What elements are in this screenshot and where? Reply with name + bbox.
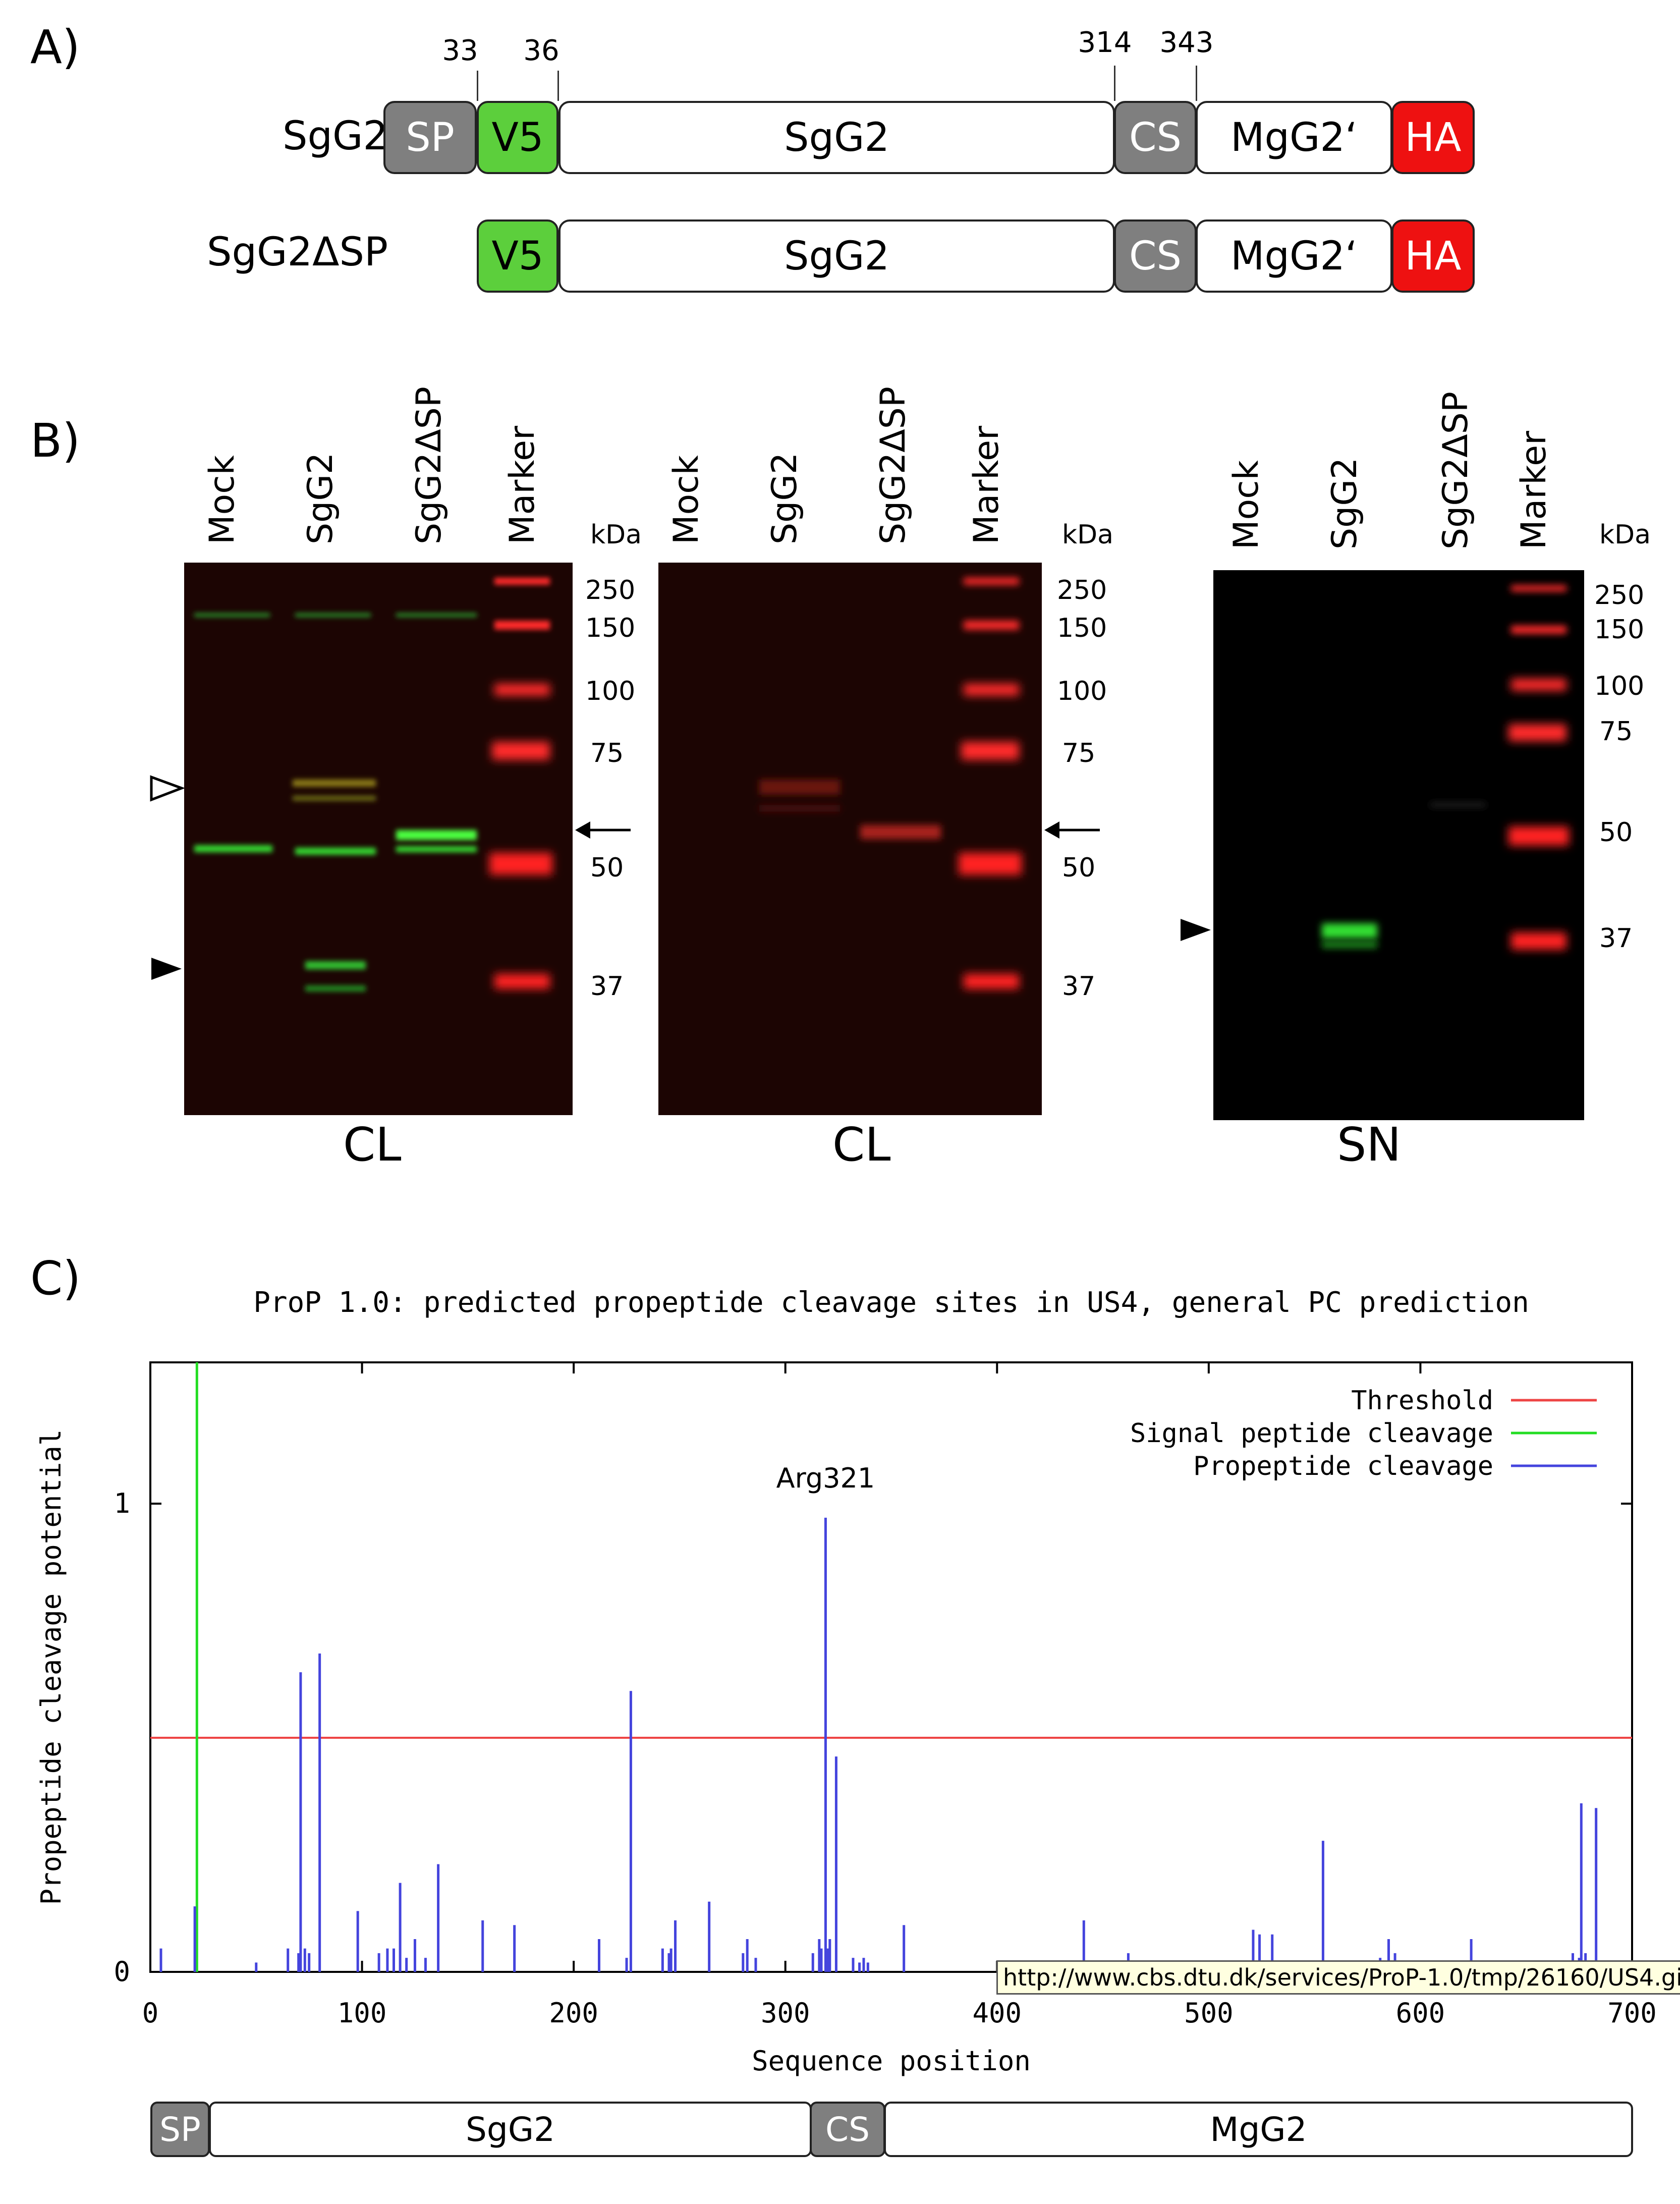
kda-50-2: 50 xyxy=(1062,853,1096,883)
position-label-33: 33 xyxy=(442,34,478,67)
kda-37-1: 37 xyxy=(590,971,624,1002)
chart-title: ProP 1.0: predicted propeptide cleavage … xyxy=(253,1286,1529,1319)
kda-150-1: 150 xyxy=(585,613,636,643)
x-tick-label-600: 600 xyxy=(1396,1997,1445,2029)
x-tick-label-300: 300 xyxy=(761,1997,810,2029)
x-tick-label-400: 400 xyxy=(973,1997,1022,2029)
western-blot-2 xyxy=(658,563,1042,1115)
kda-250-2: 250 xyxy=(1057,575,1107,605)
segment-sgg2-row2: SgG2 xyxy=(558,219,1115,293)
kda-250-1: 250 xyxy=(585,575,636,605)
lane-label-marker-1: Marker xyxy=(502,425,542,544)
source-url-tooltip[interactable]: http://www.cbs.dtu.dk/services/ProP-1.0/… xyxy=(996,1960,1680,1995)
filled-arrowhead-marker-3 xyxy=(1181,919,1211,941)
open-arrowhead-marker xyxy=(150,775,184,802)
segment-sp: SP xyxy=(383,101,477,174)
plot-frame xyxy=(149,1361,1633,1973)
panel-c-label: C) xyxy=(30,1251,81,1305)
construct-name-sgg2-dsp: SgG2ΔSP xyxy=(207,230,388,275)
y-tick-label-0: 0 xyxy=(114,1956,130,1988)
segment-sgg2: SgG2 xyxy=(558,101,1115,174)
segment-cs: CS xyxy=(1114,101,1197,174)
segment-ha: HA xyxy=(1391,101,1475,174)
kda-75-3: 75 xyxy=(1599,717,1633,747)
y-tick-label-1: 1 xyxy=(114,1487,130,1519)
x-tick-label-700: 700 xyxy=(1607,1997,1657,2029)
kda-37-3: 37 xyxy=(1599,923,1633,954)
segment-v5: V5 xyxy=(477,101,558,174)
kda-75-2: 75 xyxy=(1062,738,1096,768)
lane-label-sgg2dsp-2: SgG2ΔSP xyxy=(873,387,913,544)
kda-unit-3: kDa xyxy=(1599,520,1651,550)
x-axis-label: Sequence position xyxy=(752,2045,1031,2077)
x-tick-label-100: 100 xyxy=(338,1997,387,2029)
kda-250-3: 250 xyxy=(1594,580,1645,611)
legend-label-1: Signal peptide cleavage xyxy=(1130,1418,1493,1449)
filled-arrowhead-marker-1 xyxy=(151,958,182,980)
segment-mgg2: MgG2‘ xyxy=(1196,101,1392,174)
lane-label-marker-3: Marker xyxy=(1514,430,1554,549)
lane-label-marker-2: Marker xyxy=(967,425,1006,544)
kda-150-3: 150 xyxy=(1594,615,1645,645)
bottom-segment-mgg2: MgG2 xyxy=(884,2102,1633,2157)
x-tick-label-0: 0 xyxy=(142,1997,159,2029)
kda-37-2: 37 xyxy=(1062,971,1096,1002)
kda-unit-1: kDa xyxy=(590,520,642,550)
lane-label-mock-2: Mock xyxy=(666,455,706,544)
panel-a-label: A) xyxy=(30,20,80,74)
lane-label-sgg2-1: SgG2 xyxy=(301,452,341,544)
legend-label-0: Threshold xyxy=(1351,1386,1493,1416)
arrow-marker-1 xyxy=(575,821,631,839)
kda-50-1: 50 xyxy=(590,853,624,883)
panel-b-label: B) xyxy=(30,414,81,468)
lane-label-sgg2-3: SgG2 xyxy=(1325,457,1365,549)
segment-mgg2-row2: MgG2‘ xyxy=(1196,219,1392,293)
kda-150-2: 150 xyxy=(1057,613,1107,643)
segment-cs-row2: CS xyxy=(1114,219,1197,293)
lane-label-sgg2dsp-1: SgG2ΔSP xyxy=(409,387,449,544)
position-label-343: 343 xyxy=(1159,26,1214,59)
position-tick-36 xyxy=(557,71,559,101)
blot-caption-3: SN xyxy=(1337,1118,1402,1172)
western-blot-1 xyxy=(184,563,573,1115)
kda-50-3: 50 xyxy=(1599,817,1633,848)
blot-caption-1: CL xyxy=(343,1118,402,1172)
lane-label-mock-3: Mock xyxy=(1226,460,1266,549)
bottom-segment-cs: CS xyxy=(810,2102,885,2157)
lane-label-sgg2-2: SgG2 xyxy=(765,452,805,544)
kda-75-1: 75 xyxy=(590,738,624,768)
lane-label-sgg2dsp-3: SgG2ΔSP xyxy=(1436,392,1476,549)
western-blot-3 xyxy=(1213,570,1584,1120)
kda-100-3: 100 xyxy=(1594,671,1645,701)
legend-label-2: Propeptide cleavage xyxy=(1193,1451,1493,1481)
bottom-segment-sp: SP xyxy=(150,2102,210,2157)
blot-caption-2: CL xyxy=(832,1118,891,1172)
arrow-marker-2 xyxy=(1044,821,1100,839)
kda-unit-2: kDa xyxy=(1062,520,1114,550)
position-tick-343 xyxy=(1196,66,1197,101)
position-label-314: 314 xyxy=(1078,26,1132,59)
position-label-36: 36 xyxy=(523,34,559,67)
position-tick-314 xyxy=(1114,66,1115,101)
prop-chart: ProP 1.0: predicted propeptide cleavage … xyxy=(35,1286,1657,2077)
bottom-segment-sgg2: SgG2 xyxy=(209,2102,812,2157)
annotation-arg321: Arg321 xyxy=(776,1462,875,1494)
position-tick-33 xyxy=(477,71,478,101)
lane-label-mock-1: Mock xyxy=(202,455,242,544)
kda-100-2: 100 xyxy=(1057,676,1107,706)
kda-100-1: 100 xyxy=(585,676,636,706)
x-tick-label-500: 500 xyxy=(1184,1997,1234,2029)
x-tick-label-200: 200 xyxy=(549,1997,598,2029)
construct-name-sgg2: SgG2 xyxy=(283,114,388,159)
segment-v5-row2: V5 xyxy=(477,219,558,293)
y-axis-label: Propeptide cleavage potential xyxy=(35,1429,67,1905)
segment-ha-row2: HA xyxy=(1391,219,1475,293)
